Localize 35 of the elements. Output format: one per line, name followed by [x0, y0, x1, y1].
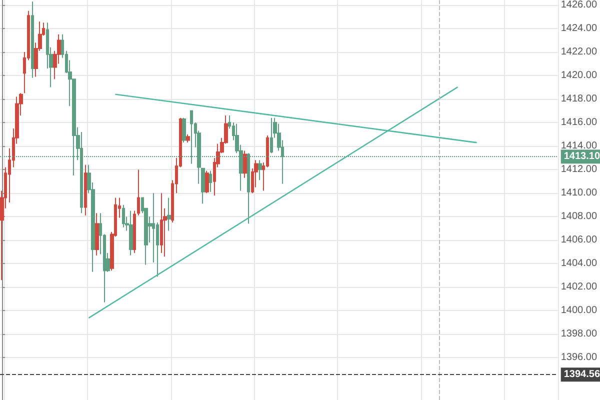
y-tick-label: 1398.00 [560, 328, 598, 340]
y-tick-label: 1396.00 [560, 352, 598, 364]
y-tick-label: 1414.00 [560, 140, 598, 152]
ref-line-label: 1413.10 [564, 151, 600, 162]
candlestick [186, 134, 190, 144]
candlestick [209, 170, 212, 192]
y-tick-label: 1422.00 [560, 46, 598, 58]
candlestick [201, 168, 205, 204]
y-tick-label: 1424.00 [560, 23, 598, 34]
y-tick-label: 1418.00 [560, 94, 598, 105]
y-tick-label: 1400.00 [560, 305, 598, 316]
candlestick [95, 212, 99, 256]
y-tick-label: 1406.00 [560, 234, 598, 246]
y-tick-label: 1412.00 [560, 164, 598, 176]
y-tick-label: 1416.00 [560, 117, 598, 128]
candlestick [258, 160, 262, 181]
y-tick-label: 1410.00 [560, 188, 598, 199]
candlestick [205, 170, 209, 194]
candlestick [160, 192, 163, 254]
y-tick-label: 1420.00 [560, 70, 598, 82]
candlestick [84, 164, 87, 216]
y-tick-label: 1426.00 [560, 0, 598, 10]
candlestick [243, 150, 247, 178]
ref-line-label: 1394.56 [564, 369, 600, 380]
candlestick [270, 117, 273, 154]
candlestick [129, 210, 133, 256]
y-tick-label: 1408.00 [560, 211, 598, 222]
candlestick [122, 204, 125, 228]
candlestick [182, 117, 186, 144]
y-tick-label: 1402.00 [560, 282, 598, 293]
candlestick [137, 169, 140, 216]
y-tick-label: 1404.00 [560, 258, 598, 270]
candlestick [133, 210, 136, 254]
candlestick [31, 0, 34, 78]
candlestick [167, 197, 171, 232]
